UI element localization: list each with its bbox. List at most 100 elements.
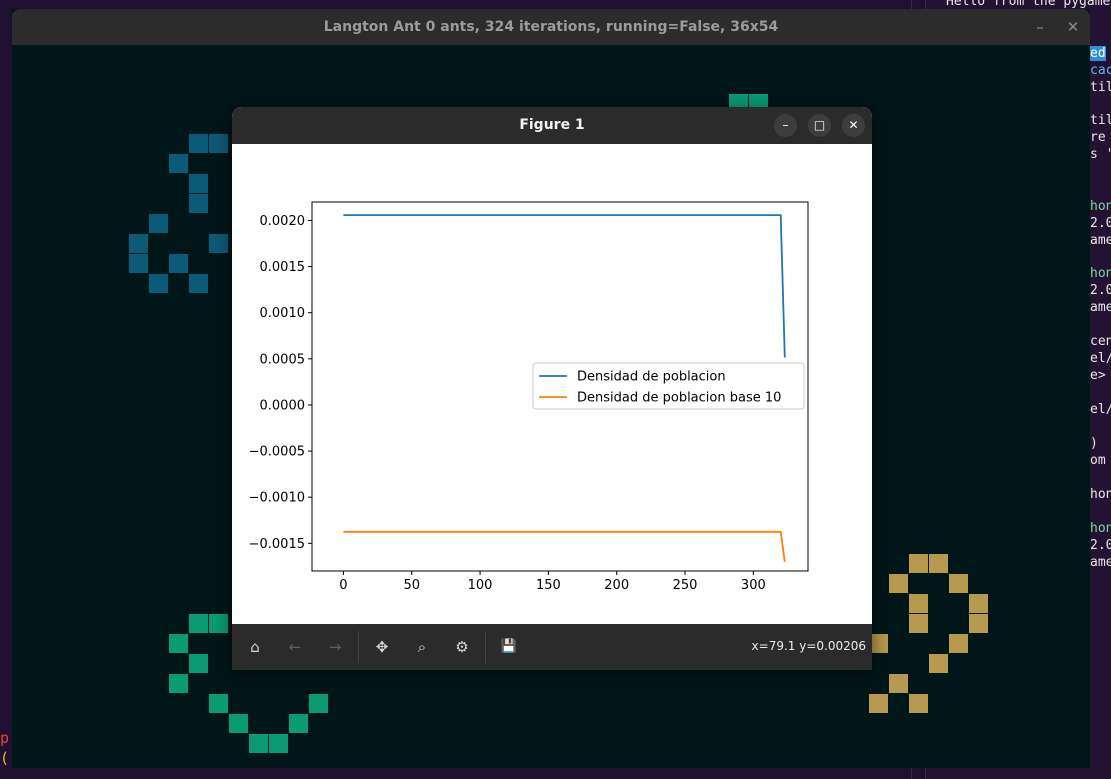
y-tick-label: 0.0000 — [260, 398, 306, 413]
grid-cell — [909, 554, 928, 573]
figure-close-button[interactable]: ✕ — [842, 114, 865, 137]
grid-cell — [969, 614, 988, 633]
terminal-line: ame — [1090, 555, 1111, 570]
terminal-line: hon — [1090, 487, 1111, 502]
pan-button[interactable]: ✥ — [369, 635, 395, 659]
grid-cell — [169, 154, 188, 173]
terminal-line: ) — [1090, 436, 1098, 451]
grid-cell — [269, 734, 288, 753]
grid-cell — [289, 714, 308, 733]
y-tick-label: 0.0015 — [260, 260, 306, 275]
grid-cell — [149, 274, 168, 293]
grid-cell — [229, 714, 248, 733]
sliders-icon: ⚙ — [455, 638, 469, 656]
figure-minimize-button[interactable]: – — [774, 114, 797, 137]
zoom-button[interactable]: ⌕ — [409, 635, 435, 659]
configure-subplots-button[interactable]: ⚙ — [449, 635, 475, 659]
grid-cell — [909, 614, 928, 633]
back-button[interactable]: ← — [282, 635, 308, 659]
terminal-line: 2.0 — [1090, 283, 1111, 298]
grid-cell — [909, 694, 928, 713]
figure-maximize-button[interactable]: □ — [808, 114, 831, 137]
terminal-glyph: p — [0, 729, 10, 747]
x-tick-label: 0 — [339, 578, 347, 593]
y-tick-label: 0.0005 — [260, 352, 306, 367]
x-tick-label: 200 — [604, 578, 629, 593]
x-tick-label: 150 — [536, 578, 561, 593]
terminal-line: hon — [1090, 199, 1111, 214]
save-button[interactable]: 💾 — [496, 635, 522, 659]
terminal-line: hon — [1090, 266, 1111, 281]
terminal-line: cac — [1090, 63, 1111, 78]
grid-cell — [169, 674, 188, 693]
zoom-icon: ⌕ — [417, 638, 427, 656]
grid-cell — [209, 134, 228, 153]
grid-cell — [889, 674, 908, 693]
figure-window[interactable]: Figure 1 – □ ✕ 0 50 100 150 200 250 300 0.0020 0… — [232, 107, 872, 670]
grid-cell — [869, 634, 888, 653]
terminal-top-text: Hello from the pygame — [946, 0, 1111, 9]
forward-arrow-icon: → — [328, 638, 342, 656]
grid-cell — [169, 634, 188, 653]
grid-cell — [969, 594, 988, 613]
legend-label: Densidad de poblacion — [577, 370, 726, 385]
home-button[interactable]: ⌂ — [242, 635, 268, 659]
grid-cell — [889, 574, 908, 593]
x-tick-label: 250 — [673, 578, 698, 593]
y-tick-label: −0.0005 — [249, 445, 305, 460]
terminal-line: ame — [1090, 233, 1111, 248]
toolbar-separator — [358, 631, 359, 663]
terminal-line: el/ — [1090, 402, 1111, 417]
terminal-glyph: ( — [0, 749, 10, 767]
x-tick-label: 100 — [468, 578, 493, 593]
left-terminal-fragment: p ( — [0, 728, 9, 768]
terminal-line: hon — [1090, 521, 1111, 536]
maximize-icon: □ — [813, 118, 826, 132]
legend-label: Densidad de poblacion base 10 — [577, 391, 781, 406]
grid-cell — [949, 634, 968, 653]
grid-cell — [249, 734, 268, 753]
series-line-1 — [343, 530, 786, 562]
legend: Densidad de poblacion Densidad de poblaci… — [532, 362, 805, 410]
terminal-line: e> — [1090, 368, 1106, 383]
grid-cell — [129, 234, 148, 253]
home-icon: ⌂ — [250, 638, 260, 656]
grid-cell — [129, 254, 148, 273]
grid-cell — [189, 134, 208, 153]
pygame-titlebar[interactable]: Langton Ant 0 ants, 324 iterations, runn… — [12, 9, 1090, 45]
grid-cell — [909, 594, 928, 613]
terminal-line: til — [1090, 113, 1111, 128]
y-tick-label: −0.0010 — [249, 491, 305, 506]
terminal-line: re — [1090, 130, 1106, 145]
minimize-button[interactable]: – — [1030, 17, 1050, 37]
axes-frame — [311, 201, 809, 572]
y-tick-label: 0.0010 — [260, 306, 306, 321]
figure-titlebar[interactable]: Figure 1 – □ ✕ — [232, 107, 872, 144]
grid-cell — [189, 274, 208, 293]
grid-cell — [309, 694, 328, 713]
grid-cell — [209, 234, 228, 253]
grid-cell — [869, 694, 888, 713]
grid-cell — [189, 654, 208, 673]
forward-button[interactable]: → — [322, 635, 348, 659]
pygame-window-title: Langton Ant 0 ants, 324 iterations, runn… — [323, 19, 779, 35]
plot-canvas[interactable]: 0 50 100 150 200 250 300 0.0020 0.0015 0.0010 0.00… — [232, 144, 872, 624]
figure-title: Figure 1 — [519, 117, 585, 133]
back-arrow-icon: ← — [288, 638, 302, 656]
save-icon: 💾 — [500, 639, 518, 654]
grid-cell — [209, 614, 228, 633]
close-button[interactable]: ✕ — [1063, 17, 1083, 37]
grid-cell — [169, 254, 188, 273]
grid-cell — [929, 654, 948, 673]
close-icon: ✕ — [1066, 18, 1080, 36]
pan-icon: ✥ — [375, 638, 389, 656]
minimize-icon: – — [1036, 18, 1044, 36]
terminal-line: cen — [1090, 334, 1111, 349]
terminal-line: s ' — [1090, 147, 1111, 162]
grid-cell — [149, 214, 168, 233]
grid-cell — [949, 574, 968, 593]
grid-cell — [189, 174, 208, 193]
terminal-line: el/ — [1090, 351, 1111, 366]
minimize-icon: – — [782, 118, 789, 132]
